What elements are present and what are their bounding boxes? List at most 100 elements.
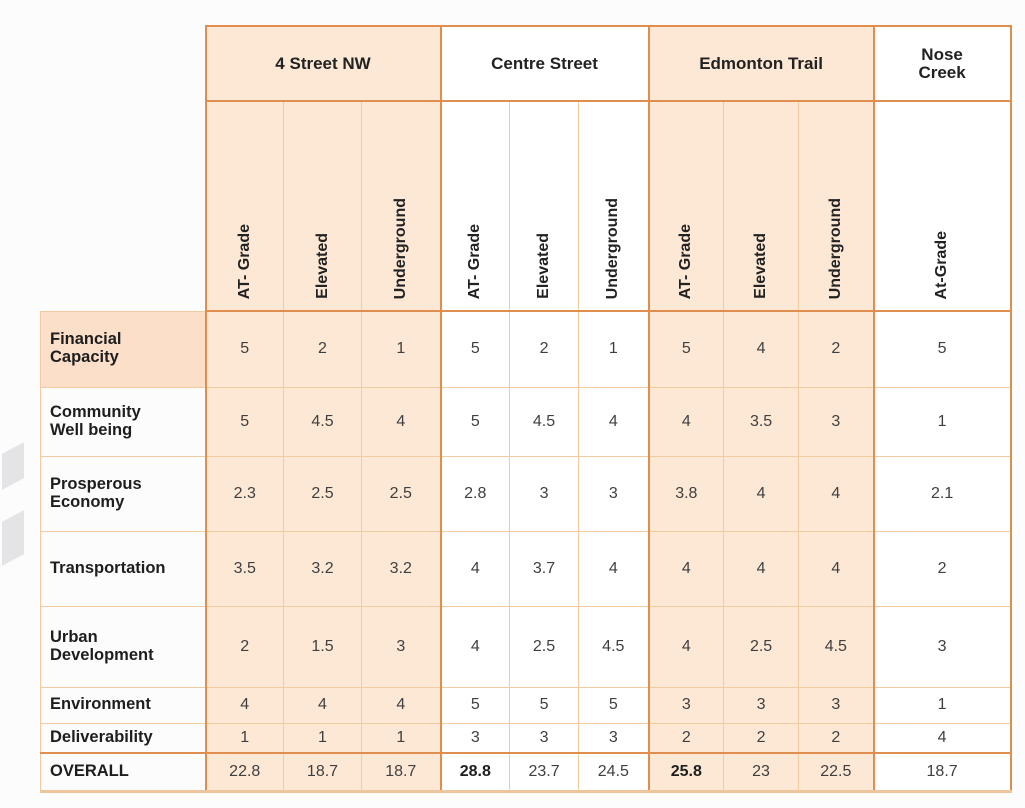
row-label-prosperous-economy: Prosperous Economy: [40, 455, 207, 532]
cell: 2: [204, 605, 284, 688]
group-header-centre-street: Centre Street: [440, 25, 650, 102]
cell: 3.2: [360, 530, 442, 607]
cell: 5: [204, 386, 284, 457]
subheader-cell: At-Grade: [873, 100, 1012, 312]
cell: 1: [360, 722, 442, 754]
table-row: Transportation 3.5 3.2 3.2 4 3.7 4 4 4 4…: [40, 530, 1012, 607]
cell: 1: [873, 686, 1012, 724]
cell: 4.5: [578, 605, 650, 688]
row-label-environment: Environment: [40, 686, 207, 724]
cell: 3: [509, 722, 580, 754]
cell: 2: [723, 722, 800, 754]
cell: 5: [440, 686, 511, 724]
row-label-financial-capacity: Financial Capacity: [40, 310, 207, 388]
subheader-label: AT- Grade: [677, 223, 695, 299]
cell: 1: [283, 722, 362, 754]
row-label-overall: OVERALL: [40, 752, 207, 793]
subheader-label: Elevated: [752, 233, 770, 299]
cell: 4: [360, 686, 442, 724]
subheader-cell: AT- Grade: [648, 100, 725, 312]
subheader-cell: Elevated: [723, 100, 800, 312]
cell: 5: [440, 310, 511, 388]
subheader-cell: Underground: [360, 100, 442, 312]
cell: 4: [648, 605, 725, 688]
cell: 5: [509, 686, 580, 724]
cell: 4: [798, 530, 875, 607]
cell: 3: [509, 455, 580, 532]
cell: 2: [648, 722, 725, 754]
cell: 4: [578, 386, 650, 457]
subheader-row: AT- Grade Elevated Underground AT- Grade…: [41, 100, 1012, 312]
cell: 2.5: [509, 605, 580, 688]
cell: 2: [509, 310, 580, 388]
cell: 1.5: [283, 605, 362, 688]
subheader-label: At-Grade: [933, 230, 951, 299]
subheader-label: Elevated: [535, 233, 553, 299]
cell: 4: [648, 530, 725, 607]
table-row: Prosperous Economy 2.3 2.5 2.5 2.8 3 3 3…: [40, 455, 1012, 532]
group-header-row: 4 Street NW Centre Street Edmonton Trail…: [41, 25, 1012, 102]
table-row: Financial Capacity 5 2 1 5 2 1 5 4 2 5: [40, 310, 1012, 388]
cell: 4: [798, 455, 875, 532]
cell: 4: [204, 686, 284, 724]
cell: 4: [360, 386, 442, 457]
watermark-chevron-icon: [2, 510, 24, 566]
cell: 24.5: [578, 752, 650, 793]
subheader-cell: Elevated: [283, 100, 362, 312]
cell: 3: [798, 686, 875, 724]
cell: 4: [283, 686, 362, 724]
subheader-label: AT- Grade: [235, 223, 253, 299]
cell: 5: [873, 310, 1012, 388]
subheader-label: Underground: [826, 197, 844, 299]
group-header-4-street-nw: 4 Street NW: [204, 25, 442, 102]
cell: 3: [360, 605, 442, 688]
cell: 3: [873, 605, 1012, 688]
cell: 3.2: [283, 530, 362, 607]
cell: 2.5: [283, 455, 362, 532]
cell: 3.5: [723, 386, 800, 457]
subheader-cell: AT- Grade: [440, 100, 511, 312]
cell: 2.3: [204, 455, 284, 532]
row-label-urban-development: Urban Development: [40, 605, 207, 688]
cell: 4: [578, 530, 650, 607]
cell: 4.5: [509, 386, 580, 457]
cell: 5: [204, 310, 284, 388]
subheader-label: Elevated: [313, 233, 331, 299]
cell: 4: [648, 386, 725, 457]
table-row: Environment 4 4 4 5 5 5 3 3 3 1: [40, 686, 1012, 724]
row-label-transportation: Transportation: [40, 530, 207, 607]
subheader-cell: Underground: [578, 100, 650, 312]
subheader-label: Underground: [391, 197, 409, 299]
subheader-cell: AT- Grade: [204, 100, 284, 312]
cell: 18.7: [283, 752, 362, 793]
table-row: Deliverability 1 1 1 3 3 3 2 2 2 4: [40, 722, 1012, 754]
cell: 23: [723, 752, 800, 793]
evaluation-matrix-table: 4 Street NW Centre Street Edmonton Trail…: [40, 25, 1012, 793]
cell: 3.5: [204, 530, 284, 607]
cell: 4: [873, 722, 1012, 754]
cell: 22.8: [204, 752, 284, 793]
cell: 2.8: [440, 455, 511, 532]
cell-best-score: 28.8: [440, 752, 511, 793]
cell: 4: [723, 455, 800, 532]
cell: 4: [723, 530, 800, 607]
cell: 22.5: [798, 752, 875, 793]
cell: 3.8: [648, 455, 725, 532]
cell: 2.1: [873, 455, 1012, 532]
row-label-deliverability: Deliverability: [40, 722, 207, 754]
row-label-community-well-being: Community Well being: [40, 386, 207, 457]
cell: 3: [648, 686, 725, 724]
cell: 5: [440, 386, 511, 457]
subheader-cell: Elevated: [509, 100, 580, 312]
cell: 23.7: [509, 752, 580, 793]
group-header-nose-creek: Nose Creek: [873, 25, 1012, 102]
watermark-chevron-icon: [2, 442, 24, 490]
cell: 1: [204, 722, 284, 754]
cell: 3: [440, 722, 511, 754]
table-row-overall: OVERALL 22.8 18.7 18.7 28.8 23.7 24.5 25…: [40, 752, 1012, 793]
corner-cell: [41, 26, 206, 311]
cell: 5: [578, 686, 650, 724]
cell: 18.7: [360, 752, 442, 793]
cell: 3: [578, 455, 650, 532]
cell: 3: [798, 386, 875, 457]
